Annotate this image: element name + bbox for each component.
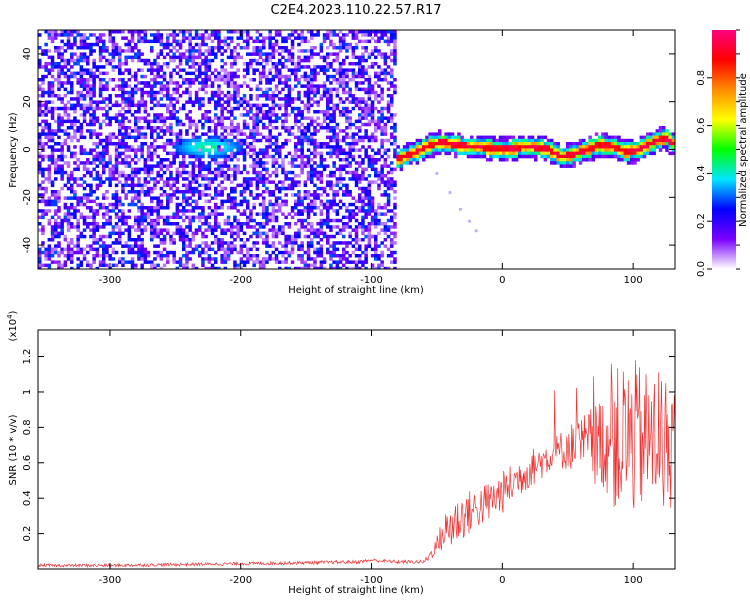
spectrogram-x-ticks: -300 -200 -100 0 100	[99, 30, 643, 286]
trailing-point	[468, 219, 472, 223]
snr-series-line	[38, 360, 675, 568]
snr-x-tick-label: 0	[499, 575, 505, 586]
spectrogram-y-ticks: -40 -20 0 20 40	[22, 48, 675, 253]
spectrogram-x-tick-label: -300	[99, 275, 122, 286]
snr-y-tick-label: 0.2	[22, 526, 33, 542]
spectrogram-x-tick-label: 0	[499, 275, 505, 286]
trailing-point	[474, 229, 478, 233]
snr-x-tick-label: -100	[360, 575, 383, 586]
snr-panel: -300 -200 -100 0 100 0.2 0.4 0.6 0.8 1 1.2 Height…	[6, 310, 676, 596]
snr-y-tick-label: 1	[22, 389, 33, 395]
snr-y-tick-label: 0.6	[22, 455, 33, 471]
colorbar-tick-label: 0.4	[696, 165, 707, 181]
spectrogram-x-tick-label: -200	[229, 275, 252, 286]
colorbar: 0.0 0.2 0.4 0.6 0.8 Normalized spectral ampl…	[696, 29, 749, 277]
snr-frame	[37, 329, 676, 570]
spectrogram-y-tick-label: -20	[22, 189, 33, 205]
colorbar-label: Normalized spectral amplitude	[738, 73, 749, 227]
spectrogram-cells	[38, 30, 675, 269]
snr-x-label: Height of straight line (km)	[288, 585, 424, 596]
snr-y-label: SNR (10 * v/v)	[8, 414, 19, 485]
spectrogram-y-tick-label: 0	[22, 146, 33, 152]
colorbar-gradient	[712, 30, 736, 269]
chart-title: C2E4.2023.110.22.57.R17	[270, 3, 441, 18]
snr-y-tick-label: 0.8	[22, 419, 33, 435]
colorbar-tick-label: 0.6	[696, 118, 707, 134]
spectrogram-y-tick-label: 40	[22, 48, 33, 61]
colorbar-tick-label: 0.0	[696, 261, 707, 277]
snr-y-tick-label: 0.4	[22, 490, 33, 506]
snr-y-ticks: 0.2 0.4 0.6 0.8 1 1.2	[22, 349, 675, 542]
colorbar-ticks: 0.0 0.2 0.4 0.6 0.8	[696, 29, 740, 277]
trailing-point	[435, 171, 439, 175]
spectrogram-y-tick-label: -40	[22, 237, 33, 253]
snr-x-tick-label: 100	[624, 575, 643, 586]
colorbar-tick-label: 0.8	[696, 70, 707, 86]
snr-y-multiplier: (x104)	[6, 310, 19, 341]
snr-y-tick-label: 1.2	[22, 349, 33, 365]
spectrogram-x-tick-label: -100	[360, 275, 383, 286]
trailing-point	[448, 190, 452, 195]
spectrogram-y-label: Frequency (Hz)	[8, 112, 19, 188]
trailing-point	[458, 207, 463, 211]
spectrogram-y-tick-label: 20	[22, 95, 33, 108]
snr-x-ticks: -300 -200 -100 0 100	[99, 330, 643, 586]
spectrogram-x-tick-label: 100	[624, 275, 643, 286]
colorbar-tick-label: 0.2	[696, 213, 707, 229]
spectrogram-x-label: Height of straight line (km)	[288, 285, 424, 296]
snr-x-tick-label: -300	[99, 575, 122, 586]
snr-x-tick-label: -200	[229, 575, 252, 586]
snr-background	[38, 330, 675, 569]
